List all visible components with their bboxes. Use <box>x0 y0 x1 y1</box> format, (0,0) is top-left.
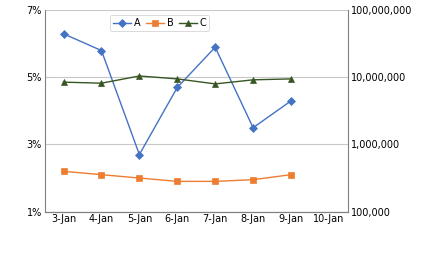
C <box>136 74 142 77</box>
A <box>251 126 256 129</box>
A <box>288 99 293 102</box>
B <box>288 173 293 176</box>
A <box>99 49 104 52</box>
Line: B: B <box>61 168 294 184</box>
A <box>212 46 218 49</box>
A <box>136 153 142 156</box>
B <box>61 170 66 173</box>
B <box>136 176 142 180</box>
B <box>174 180 180 183</box>
C <box>99 82 104 85</box>
A <box>174 86 180 89</box>
C <box>288 77 293 80</box>
B <box>212 180 218 183</box>
C <box>251 78 256 81</box>
A <box>61 32 66 35</box>
Line: C: C <box>61 73 294 87</box>
Line: A: A <box>61 31 294 157</box>
C <box>212 82 218 85</box>
C <box>61 80 66 84</box>
B <box>251 178 256 181</box>
Legend: A, B, C: A, B, C <box>111 15 209 31</box>
C <box>174 77 180 80</box>
B <box>99 173 104 176</box>
